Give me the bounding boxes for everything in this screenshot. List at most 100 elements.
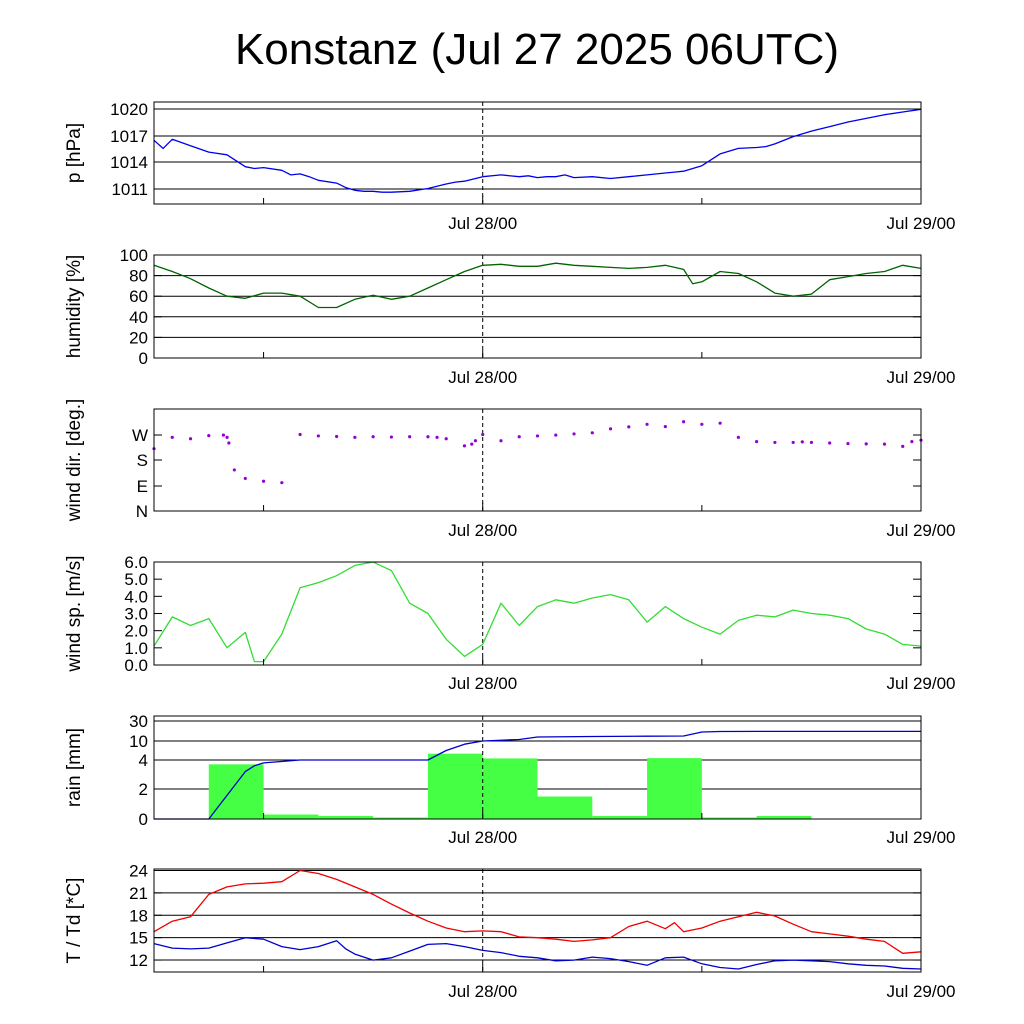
- y-tick-label: 2.0: [124, 622, 148, 641]
- y-tick-label: 1011: [111, 180, 148, 199]
- wind-dir-point: [718, 421, 722, 425]
- y-tick-label: 12: [129, 951, 148, 970]
- wind-dir-point: [280, 481, 284, 485]
- wind-dir-point: [225, 435, 229, 439]
- plot-frame: [153, 408, 922, 512]
- wind-dir-point: [389, 435, 394, 439]
- plot-frame: [153, 254, 922, 359]
- series-line-1: [153, 262, 922, 309]
- y-tick-label: 40: [129, 308, 148, 327]
- rain-bar: [701, 817, 757, 819]
- wind-dir-point: [681, 420, 686, 424]
- wind-dir-point: [481, 432, 485, 437]
- y-tick-label: 24: [129, 861, 148, 880]
- y-tick-label: 10: [129, 732, 148, 751]
- y-tick-label: S: [137, 451, 148, 470]
- series-line-1: [153, 108, 922, 193]
- x-tick-label: Jul 28/00: [448, 368, 517, 387]
- wind-dir-point: [462, 444, 467, 448]
- wind-dir-point: [473, 439, 478, 443]
- wind-dir-point: [901, 444, 905, 448]
- wind-dir-point: [910, 439, 914, 444]
- wind-dir-point: [499, 439, 503, 443]
- series-line-1: [154, 730, 921, 820]
- wind-dir-point: [408, 435, 412, 439]
- wind-dir-point: [335, 434, 339, 439]
- y-axis-label: humidity [%]: [64, 255, 85, 358]
- rain-bar: [482, 758, 538, 819]
- rain-bar: [427, 753, 483, 819]
- rain-bar: [647, 758, 702, 819]
- y-tick-label: 2: [139, 780, 148, 799]
- wind-dir-point: [261, 479, 266, 483]
- wind-dir-point: [517, 435, 521, 439]
- panel-4: 0.01.02.03.04.05.06.0 Jul 28/00 Jul 29/00 w…: [64, 553, 956, 693]
- wind-dir-point: [700, 422, 704, 426]
- x-tick-label: Jul 28/00: [448, 828, 517, 847]
- rain-bar: [756, 816, 812, 819]
- wind-dir-point: [316, 434, 320, 438]
- wind-dir-point: [572, 432, 576, 436]
- wind-dir-point: [590, 431, 594, 435]
- wind-dir-point: [207, 434, 211, 438]
- y-tick-label: 3.0: [124, 605, 148, 624]
- x-tick-label: Jul 29/00: [887, 982, 956, 1001]
- y-tick-label: 20: [129, 328, 148, 347]
- y-tick-label: 6.0: [124, 553, 148, 572]
- wind-dir-point: [535, 434, 540, 438]
- x-tick-label: Jul 29/00: [887, 521, 956, 540]
- y-tick-label: 1020: [110, 100, 148, 119]
- plot-frame: [153, 715, 922, 820]
- y-tick-label: 15: [129, 929, 148, 948]
- wind-dir-point: [371, 435, 375, 439]
- y-tick-label: 18: [129, 906, 148, 925]
- y-tick-label: 80: [129, 267, 148, 286]
- wind-dir-point: [353, 435, 357, 439]
- y-tick-label: 100: [120, 246, 148, 265]
- series-line-1: [153, 869, 922, 954]
- wind-dir-point: [227, 441, 231, 445]
- wind-dir-point: [773, 440, 777, 445]
- y-axis-label: wind dir. [deg.]: [64, 399, 85, 523]
- wind-dir-point: [188, 437, 193, 441]
- y-axis-label: p [hPa]: [64, 123, 85, 183]
- y-tick-label: 0: [139, 349, 148, 368]
- rain-bar: [318, 816, 374, 819]
- wind-dir-point: [608, 427, 613, 431]
- x-tick-label: Jul 29/00: [887, 828, 956, 847]
- rain-bar: [592, 816, 648, 819]
- wind-dir-point: [645, 422, 649, 426]
- y-tick-label: 1017: [110, 127, 148, 146]
- wind-dir-point: [809, 440, 814, 445]
- panel-6: 12 15 18 21 24 Jul 28/00 Jul 29/00 T / Td [*C]: [64, 861, 956, 1001]
- wind-dir-point: [755, 439, 759, 444]
- rain-bar: [208, 764, 264, 819]
- wind-dir-point: [444, 437, 448, 441]
- wind-dir-point: [470, 442, 474, 446]
- y-tick-label: W: [132, 426, 148, 445]
- rain-bar: [263, 814, 319, 819]
- plot-frame: [153, 561, 922, 666]
- wind-dir-point: [232, 468, 236, 472]
- wind-dir-point: [846, 441, 850, 446]
- wind-dir-point: [221, 433, 225, 437]
- y-tick-label: 30: [129, 712, 148, 731]
- panel-1: 1011 1014 1017 1020 Jul 28/00 Jul 29/00 p [hPa…: [64, 100, 956, 233]
- wind-dir-point: [426, 435, 430, 439]
- y-tick-label: 0: [139, 810, 148, 829]
- y-tick-label: E: [137, 477, 148, 496]
- wind-dir-point: [882, 442, 887, 446]
- plot-frame: [153, 868, 922, 973]
- wind-dir-point: [435, 435, 439, 439]
- y-axis-label: rain [mm]: [64, 728, 85, 807]
- y-tick-label: 4: [139, 751, 148, 770]
- series-line-2: [153, 937, 922, 970]
- wind-dir-point: [298, 432, 302, 437]
- wind-dir-point: [791, 440, 795, 445]
- wind-dir-point: [663, 424, 667, 429]
- plot-frame: [153, 101, 922, 205]
- wind-dir-point: [627, 425, 631, 429]
